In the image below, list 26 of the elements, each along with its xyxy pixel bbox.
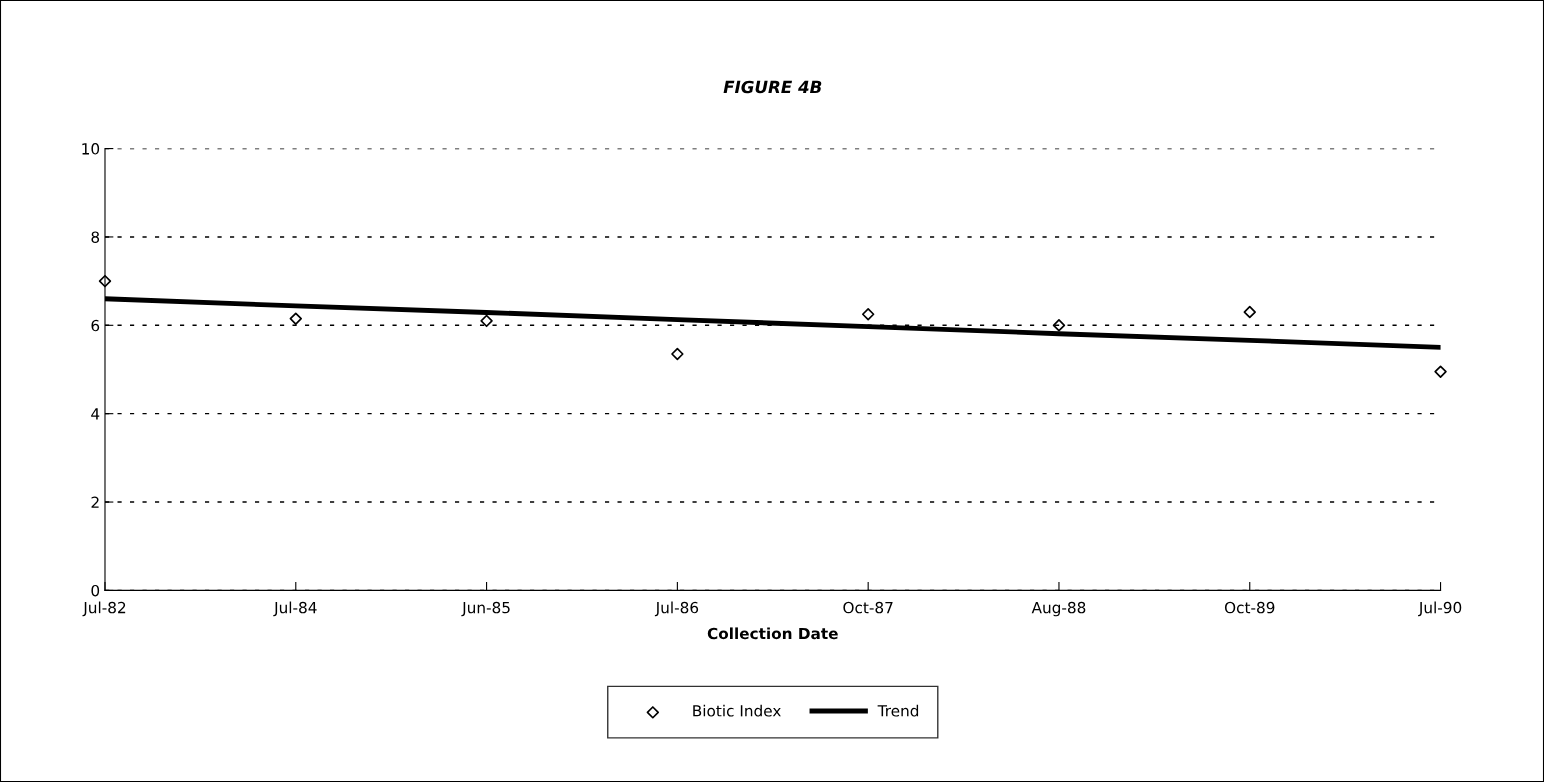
- point: [1434, 365, 1447, 378]
- x-tick-label: Jun-85: [461, 601, 510, 617]
- y-tick-label: 6: [91, 319, 100, 332]
- x-tick-label: Oct-89: [1224, 601, 1275, 614]
- point: [289, 312, 303, 325]
- legend-label: Trend: [877, 704, 919, 717]
- x-tick-label: Jul-86: [654, 601, 699, 617]
- point: [98, 274, 112, 288]
- point: [671, 347, 684, 361]
- x-axis-title: Collection Date: [707, 627, 838, 640]
- y-tick-label: 2: [91, 496, 99, 508]
- y-tick-label: 10: [82, 143, 100, 155]
- legend-label: Biotic Index: [693, 704, 781, 717]
- point: [1243, 305, 1256, 319]
- chart-title: FIGURE 4B: [723, 80, 822, 94]
- x-tick-label: Jul-90: [1418, 601, 1462, 617]
- y-tick-label: 0: [91, 584, 100, 597]
- x-tick-label: Oct-87: [843, 601, 893, 614]
- point: [1052, 319, 1066, 332]
- x-tick-label: Jul-84: [273, 601, 317, 617]
- x-tick-label: Jul-82: [82, 601, 126, 617]
- x-tick-label: Aug-88: [1031, 601, 1086, 617]
- point: [861, 308, 875, 321]
- y-tick-label: 4: [91, 408, 100, 420]
- point: [480, 314, 493, 328]
- y-tick-label: 8: [91, 231, 100, 243]
